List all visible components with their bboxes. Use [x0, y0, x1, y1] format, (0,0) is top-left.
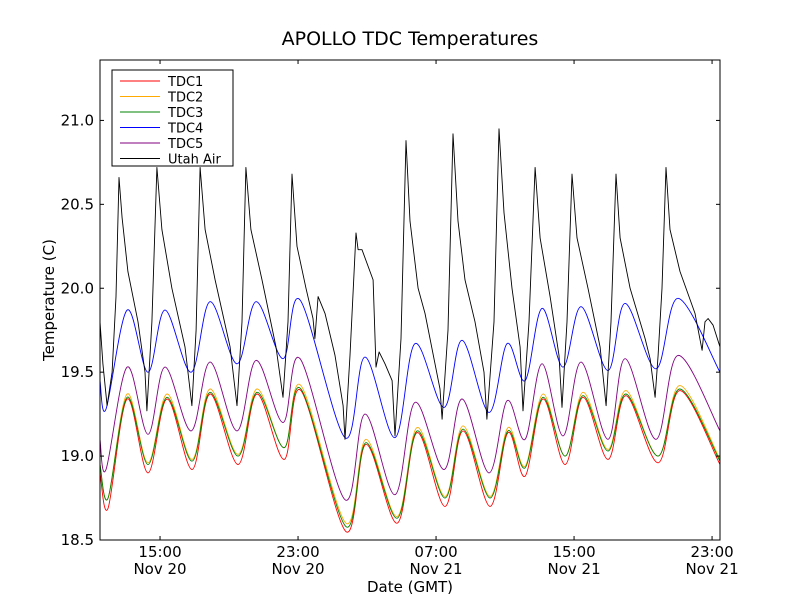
x-tick-label-date: Nov 21	[685, 560, 738, 578]
legend-box	[111, 69, 234, 167]
y-tick-label: 19.0	[61, 447, 94, 465]
y-tick-label: 19.5	[61, 363, 94, 381]
legend-label-tdc3: TDC3	[167, 106, 203, 121]
series-line-tdc1	[100, 389, 720, 533]
x-axis-label: Date (GMT)	[367, 578, 453, 596]
legend-label-tdc2: TDC2	[167, 91, 203, 106]
series-line-tdc2	[100, 383, 720, 524]
y-axis: 18.5 19.0 19.5 20.0 20.5 21.0	[61, 111, 720, 549]
y-tick-label: 18.5	[61, 531, 94, 549]
x-tick-label-time: 23:00	[276, 543, 319, 561]
series-layer	[100, 128, 720, 533]
series-line-tdc4	[100, 297, 720, 439]
y-tick-label: 20.5	[61, 195, 94, 213]
chart-title: APOLLO TDC Temperatures	[282, 28, 539, 50]
legend-label-tdc5: TDC5	[167, 137, 203, 152]
y-axis-label: Temperature (C)	[40, 239, 58, 362]
x-tick-label-time: 15:00	[138, 543, 181, 561]
legend-label-utah-air: Utah Air	[168, 153, 221, 168]
x-tick-label-time: 15:00	[552, 543, 595, 561]
legend-label-tdc1: TDC1	[167, 75, 203, 90]
x-tick-label-date: Nov 20	[133, 560, 186, 578]
y-tick-label: 20.0	[61, 279, 94, 297]
series-line-tdc3	[100, 386, 720, 528]
x-tick-label-date: Nov 21	[547, 560, 600, 578]
x-tick-label-time: 07:00	[414, 543, 457, 561]
x-tick-label-time: 23:00	[690, 543, 733, 561]
legend-label-tdc4: TDC4	[167, 122, 203, 137]
axes-frame	[99, 59, 721, 541]
x-tick-label-date: Nov 20	[271, 560, 324, 578]
series-line-utah-air	[100, 128, 720, 440]
series-line-tdc5	[100, 354, 720, 501]
x-tick-label-date: Nov 21	[409, 560, 462, 578]
y-tick-label: 21.0	[61, 111, 94, 129]
